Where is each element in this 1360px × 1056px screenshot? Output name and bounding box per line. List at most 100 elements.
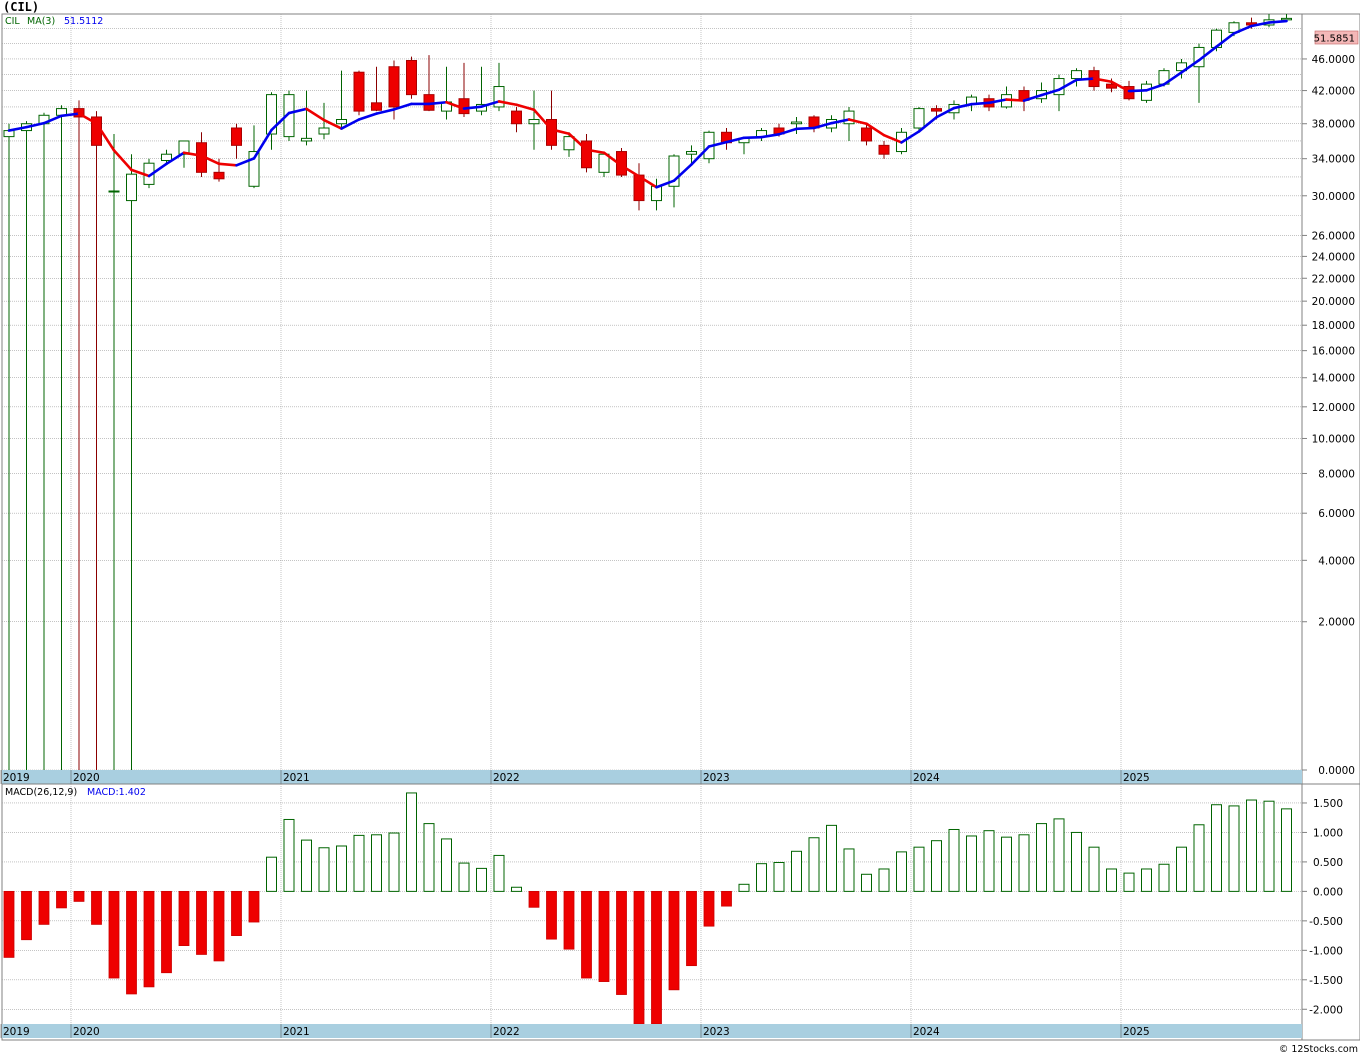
candle-body bbox=[493, 86, 505, 108]
ma-segment bbox=[165, 151, 186, 166]
macd-bar bbox=[231, 890, 242, 936]
macd-bar bbox=[1228, 805, 1240, 892]
macd-bar bbox=[108, 890, 120, 979]
ma-segment bbox=[865, 122, 886, 137]
macd-y-tick-label: 1.000 bbox=[1313, 827, 1343, 839]
macd-bar bbox=[493, 854, 505, 892]
candle-body bbox=[318, 127, 330, 135]
macd-y-axis: 1.500 1.000 0.500 0.000 -0.500 -1.000 -1.500 -2… bbox=[1302, 798, 1343, 1016]
macd-bar bbox=[266, 856, 277, 892]
ma-segment bbox=[760, 133, 781, 139]
ma-segment bbox=[270, 111, 291, 132]
macd-x-tick-label: 2021 bbox=[283, 1026, 310, 1038]
candle-body bbox=[161, 153, 172, 161]
ma-segment bbox=[620, 164, 641, 178]
macd-x-tick-label: 2019 bbox=[3, 1026, 30, 1038]
ma-segment bbox=[777, 127, 798, 136]
macd-bar bbox=[721, 890, 732, 907]
ma-legend-value: 51.5112 bbox=[64, 16, 103, 27]
macd-bar bbox=[1176, 846, 1187, 892]
ma-segment bbox=[1075, 77, 1096, 82]
ma-segment bbox=[1162, 71, 1183, 86]
ma-segment bbox=[7, 125, 28, 132]
macd-y-tick-label: -2.000 bbox=[1309, 1004, 1343, 1016]
candle-body bbox=[213, 171, 225, 180]
macd-bar bbox=[931, 840, 942, 892]
ma-segment bbox=[1127, 89, 1148, 93]
macd-bar bbox=[826, 824, 837, 892]
ma-segment bbox=[1180, 58, 1201, 74]
price-panel-frame bbox=[1, 13, 1360, 785]
symbol-label: CIL bbox=[5, 16, 20, 27]
candle-body bbox=[336, 118, 347, 125]
candle-body bbox=[353, 71, 365, 112]
ma-segment bbox=[550, 128, 571, 136]
macd-bar bbox=[318, 847, 330, 892]
price-y-tick-label: 2.0000 bbox=[1318, 617, 1355, 629]
ma-segment bbox=[235, 157, 256, 167]
macd-bar bbox=[1053, 818, 1065, 892]
macd-bar bbox=[161, 890, 172, 974]
copyright-text: © 12Stocks.com bbox=[1279, 1044, 1358, 1055]
macd-bar bbox=[38, 890, 50, 925]
ma-segment bbox=[900, 130, 921, 144]
macd-bar bbox=[686, 890, 697, 967]
ma-segment bbox=[532, 108, 553, 131]
ma-segment bbox=[515, 103, 536, 112]
macd-bar bbox=[878, 868, 890, 892]
ma-segment bbox=[882, 133, 903, 144]
price-x-tick-label: 2024 bbox=[913, 772, 940, 784]
macd-bar bbox=[441, 838, 452, 892]
macd-x-axis-band bbox=[2, 1024, 1302, 1038]
macd-bar bbox=[633, 890, 645, 1025]
macd-bar bbox=[178, 890, 190, 947]
macd-bar bbox=[73, 890, 85, 902]
price-y-tick-label: 8.0000 bbox=[1318, 468, 1355, 480]
candle-body bbox=[791, 121, 802, 125]
macd-bar bbox=[948, 828, 960, 892]
macd-bar bbox=[1141, 868, 1152, 892]
ma-segment bbox=[847, 118, 868, 126]
price-y-tick-label: 18.0000 bbox=[1312, 320, 1355, 332]
macd-bar bbox=[1088, 846, 1100, 892]
price-y-tick-label: 46.0000 bbox=[1312, 54, 1355, 66]
price-x-axis-band bbox=[2, 770, 1302, 784]
candle-body bbox=[301, 137, 312, 142]
candle-body bbox=[1106, 83, 1117, 89]
macd-bar bbox=[126, 890, 137, 995]
ma-line bbox=[7, 19, 1288, 189]
ma-segment bbox=[462, 105, 483, 110]
macd-bar bbox=[598, 890, 610, 982]
ma-segment bbox=[690, 145, 711, 166]
price-y-tick-label: 42.0000 bbox=[1312, 86, 1355, 98]
macd-bar bbox=[406, 792, 417, 892]
ma-segment bbox=[1022, 93, 1043, 102]
ma-segment bbox=[830, 118, 851, 125]
macd-bar bbox=[773, 861, 785, 892]
macd-bar bbox=[1246, 799, 1257, 892]
price-x-tick-label: 2023 bbox=[703, 772, 730, 784]
macd-bar bbox=[353, 834, 365, 892]
candle-body bbox=[283, 94, 295, 138]
macd-bar bbox=[861, 873, 872, 892]
macd-bar bbox=[966, 835, 977, 892]
price-y-tick-label: 34.0000 bbox=[1312, 154, 1355, 166]
macd-bar bbox=[1001, 836, 1012, 892]
price-y-tick-label: 6.0000 bbox=[1318, 508, 1355, 520]
price-y-tick-label: 26.0000 bbox=[1312, 230, 1355, 242]
ma-segment bbox=[182, 151, 203, 158]
macd-bar bbox=[143, 890, 155, 988]
macd-bar bbox=[983, 830, 995, 892]
ma-segment bbox=[655, 179, 676, 189]
macd-bar bbox=[651, 890, 662, 1025]
ma-segment bbox=[1215, 32, 1236, 48]
macd-y-tick-label: 0.000 bbox=[1313, 886, 1343, 898]
ma-segment bbox=[95, 122, 116, 152]
ma-segment bbox=[1250, 21, 1271, 28]
macd-bar bbox=[528, 890, 540, 908]
macd-bar bbox=[388, 832, 400, 892]
ma-segment bbox=[1232, 24, 1253, 35]
macd-bars bbox=[3, 792, 1292, 1025]
price-y-axis: 0.0000 2.0000 4.0000 6.0000 8.0000 10.0000 12.… bbox=[1302, 54, 1355, 777]
price-y-tick-label: 12.0000 bbox=[1312, 402, 1355, 414]
